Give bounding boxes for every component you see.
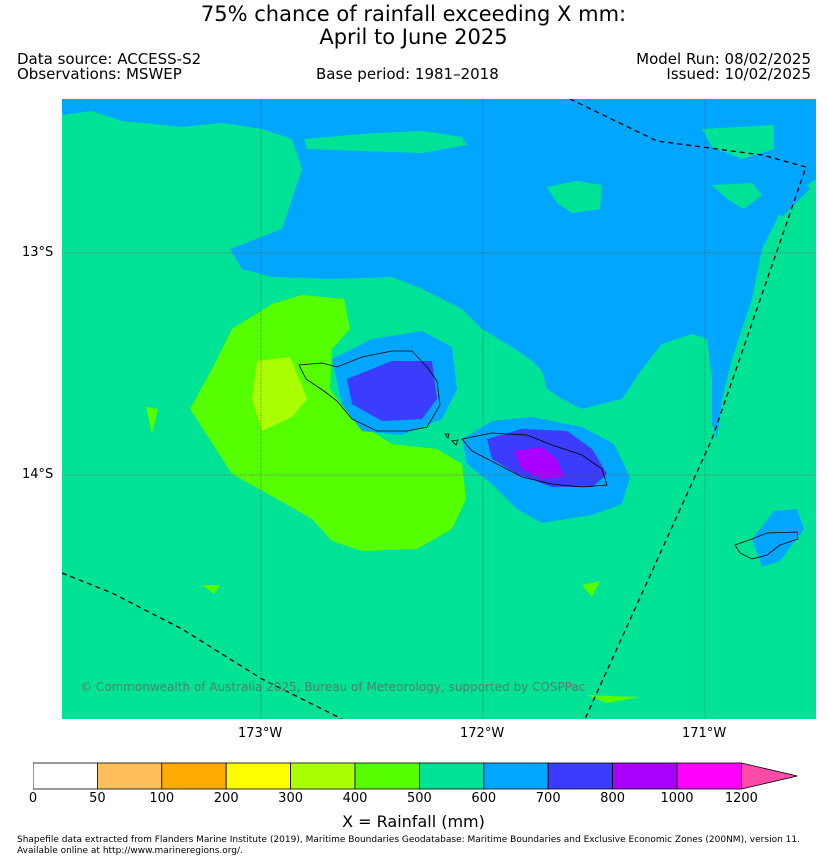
colorbar-tick-400: 400 (342, 791, 368, 806)
region-500-600-spot1 (304, 131, 467, 153)
colorbar-extension-arrow (741, 762, 798, 790)
colorbar-tick-100: 100 (149, 791, 175, 806)
region-600-700-north (62, 99, 816, 439)
map-canvas (62, 99, 816, 719)
region-400-500-speck1 (146, 407, 158, 434)
colorbar-tick-1200: 1200 (724, 791, 758, 806)
footer-line1: Shapefile data extracted from Flanders M… (17, 835, 800, 845)
colorbar-segment-0-50 (32, 762, 98, 790)
colorbar-segment-100-200 (161, 762, 227, 790)
region-500-600-spot4 (702, 125, 774, 159)
colorbar-tick-800: 800 (600, 791, 626, 806)
region-300-400 (252, 357, 307, 431)
colorbar-tick-50: 50 (89, 791, 106, 806)
region-400-500-speck3 (582, 581, 600, 597)
eez-boundary-south (62, 572, 343, 719)
data-source: Data source: ACCESS-S2 (17, 50, 202, 68)
upolu-island-outline (461, 432, 608, 488)
eez-boundary-north (569, 99, 807, 719)
colorbar-tick-300: 300 (278, 791, 304, 806)
model-run: Model Run: 08/02/2025 (636, 50, 811, 68)
colorbar (32, 762, 803, 794)
chart-title-line1: 75% chance of rainfall exceeding X mm: (200, 2, 627, 26)
colorbar-tick-1000: 1000 (660, 791, 694, 806)
region-700-800-savaii (347, 361, 437, 421)
base-period: Base period: 1981–2018 (316, 65, 499, 83)
lon-label-172w: 172°W (460, 726, 505, 741)
colorbar-tick-700: 700 (535, 791, 561, 806)
colorbar-svg (32, 762, 798, 790)
footer-line2: Available online at http://www.marinereg… (17, 846, 243, 856)
rainfall-map (62, 99, 816, 719)
lat-label-13s: 13°S (22, 245, 54, 260)
colorbar-tick-500: 500 (406, 791, 432, 806)
colorbar-segment-200-300 (225, 762, 291, 790)
copyright-notice: © Commonwealth of Australia 2025, Bureau… (80, 680, 586, 694)
colorbar-segment-50-100 (97, 762, 163, 790)
region-600-700-tutuila (752, 509, 804, 567)
colorbar-segment-400-500 (354, 762, 420, 790)
colorbar-segment-300-400 (290, 762, 356, 790)
issued-date: Issued: 10/02/2025 (666, 65, 811, 83)
colorbar-segment-700-800 (547, 762, 614, 790)
colorbar-tick-600: 600 (471, 791, 497, 806)
chart-title-line2: April to June 2025 (319, 25, 508, 49)
region-500-600-spot3 (712, 183, 762, 209)
region-400-500-speck2 (202, 585, 220, 594)
colorbar-tick-200: 200 (213, 791, 239, 806)
colorbar-tick-0: 0 (28, 791, 38, 806)
region-400-500 (190, 295, 466, 551)
lon-label-173w: 173°W (238, 726, 283, 741)
region-800-1000 (514, 447, 564, 479)
observations: Observations: MSWEP (17, 65, 182, 83)
colorbar-segment-1000-1200 (676, 762, 742, 790)
region-400-500-speck4 (587, 695, 640, 703)
lon-label-171w: 171°W (682, 726, 727, 741)
colorbar-label: X = Rainfall (mm) (342, 812, 485, 831)
lat-label-14s: 14°S (22, 467, 54, 482)
tutuila-island-outline (734, 531, 799, 560)
colorbar-segment-500-600 (418, 762, 485, 790)
manono-island-outline (444, 433, 459, 446)
region-500-600-spot2 (547, 181, 602, 213)
savaii-island-outline (298, 350, 441, 432)
colorbar-segment-800-1000 (612, 762, 678, 790)
colorbar-segment-600-700 (483, 762, 549, 790)
region-600-700-ne (762, 159, 810, 217)
